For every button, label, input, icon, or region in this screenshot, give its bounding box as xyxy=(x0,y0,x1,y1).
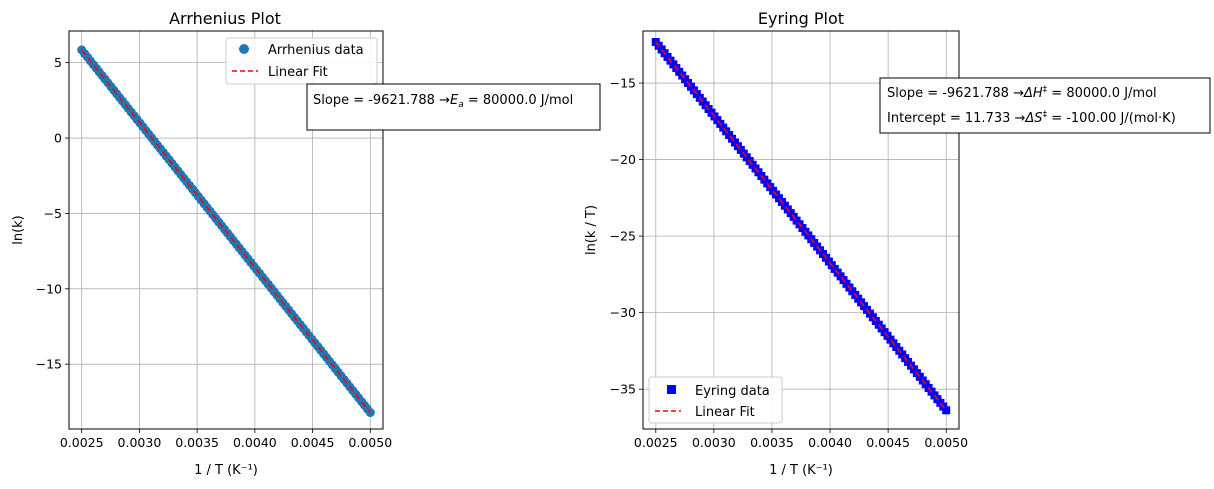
eyring-annot1-symbol: ΔH xyxy=(1023,86,1043,101)
arrhenius-x-label: 1 / T (K⁻¹) xyxy=(194,463,258,478)
eyring-annot2-sup: ‡ xyxy=(1043,110,1048,120)
eyring-annotation-line2: Intercept = 11.733 →ΔS‡ = -100.00 J/(mol… xyxy=(887,110,1176,126)
arrhenius-y-tick-label: −10 xyxy=(36,281,62,296)
arrhenius-x-tick-label: 0.0040 xyxy=(233,435,277,450)
eyring-y-tick-label: −30 xyxy=(610,305,636,320)
eyring-x-tick-label: 0.0030 xyxy=(692,435,736,450)
arrhenius-y-tick-label: −5 xyxy=(44,206,62,221)
eyring-legend-box xyxy=(648,376,783,424)
eyring-y-tick-label: −15 xyxy=(610,76,636,91)
arrhenius-x-tick-label: 0.0035 xyxy=(175,435,219,450)
eyring-series xyxy=(651,38,951,415)
arrhenius-annot-post: = 80000.0 J/mol xyxy=(464,93,574,108)
arrhenius-y-label: ln(k) xyxy=(11,215,26,245)
eyring-fit-line xyxy=(655,41,947,411)
arrhenius-title: Arrhenius Plot xyxy=(169,9,281,28)
eyring-ticks: 0.0025 0.0030 0.0035 0.0040 0.0045 0.0050 −15 −… xyxy=(610,76,969,450)
arrhenius-fit-line xyxy=(81,49,371,414)
eyring-annotation: Slope = -9621.788 →ΔH‡ = 80000.0 J/mol I… xyxy=(879,77,1211,134)
arrhenius-y-tick-label: 5 xyxy=(54,55,62,70)
arrhenius-ticks: 0.0025 0.0030 0.0035 0.0040 0.0045 0.0050 5 0 −5… xyxy=(36,55,393,450)
eyring-legend-label-fit: Linear Fit xyxy=(695,405,755,420)
arrhenius-annotation-box xyxy=(306,83,601,131)
eyring-y-tick-label: −35 xyxy=(610,382,636,397)
eyring-data-point xyxy=(942,406,951,415)
arrhenius-panel: Arrhenius Plot 0.0025 0.0030 0.0035 0.0040 0… xyxy=(11,9,601,478)
eyring-x-tick-label: 0.0045 xyxy=(866,435,910,450)
eyring-y-tick-label: −20 xyxy=(610,152,636,167)
arrhenius-legend-label-data: Arrhenius data xyxy=(268,43,364,58)
arrhenius-legend-box xyxy=(225,37,378,85)
arrhenius-x-tick-label: 0.0045 xyxy=(291,435,335,450)
eyring-x-tick-label: 0.0035 xyxy=(750,435,794,450)
eyring-x-tick-label: 0.0040 xyxy=(808,435,852,450)
eyring-legend-label-data: Eyring data xyxy=(695,384,770,399)
eyring-annot2-post: = -100.00 J/(mol·K) xyxy=(1047,111,1176,126)
eyring-title: Eyring Plot xyxy=(758,9,844,28)
eyring-y-label: ln(k / T) xyxy=(584,205,599,255)
eyring-annot1-post: = 80000.0 J/mol xyxy=(1047,86,1157,101)
arrhenius-series xyxy=(77,45,375,418)
arrhenius-x-tick-label: 0.0050 xyxy=(348,435,392,450)
eyring-x-tick-label: 0.0050 xyxy=(924,435,968,450)
eyring-y-tick-label: −25 xyxy=(610,229,636,244)
eyring-annotation-line1: Slope = -9621.788 →ΔH‡ = 80000.0 J/mol xyxy=(887,85,1157,101)
arrhenius-legend: Arrhenius data Linear Fit xyxy=(225,37,378,85)
arrhenius-y-tick-label: −15 xyxy=(36,357,62,372)
arrhenius-x-tick-label: 0.0025 xyxy=(60,435,104,450)
eyring-legend: Eyring data Linear Fit xyxy=(648,376,783,424)
arrhenius-annotation-text: Slope = -9621.788 →Ea = 80000.0 J/mol xyxy=(313,93,573,110)
arrhenius-annot-sub: a xyxy=(458,100,464,110)
arrhenius-annot-pre: Slope = -9621.788 → xyxy=(313,93,450,108)
arrhenius-annot-symbol: E xyxy=(450,93,459,108)
eyring-x-tick-label: 0.0025 xyxy=(634,435,678,450)
eyring-annot1-pre: Slope = -9621.788 → xyxy=(887,86,1024,101)
arrhenius-x-tick-label: 0.0030 xyxy=(118,435,162,450)
eyring-x-label: 1 / T (K⁻¹) xyxy=(769,463,833,478)
arrhenius-annotation: Slope = -9621.788 →Ea = 80000.0 J/mol xyxy=(306,83,601,131)
eyring-legend-marker xyxy=(667,385,676,394)
arrhenius-y-tick-label: 0 xyxy=(54,131,62,146)
arrhenius-plot-frame xyxy=(68,30,384,430)
eyring-annot2-pre: Intercept = 11.733 → xyxy=(887,111,1025,126)
arrhenius-legend-label-fit: Linear Fit xyxy=(268,65,328,80)
eyring-panel: Eyring Plot 0.0025 0.0030 0.0035 0.0040 0.00… xyxy=(584,9,1211,478)
arrhenius-legend-marker xyxy=(239,44,249,54)
eyring-plot-frame xyxy=(642,30,960,430)
eyring-annot2-symbol: ΔS xyxy=(1024,111,1042,126)
eyring-annot1-sup: ‡ xyxy=(1043,85,1048,95)
eyring-annotation-box xyxy=(879,77,1211,134)
